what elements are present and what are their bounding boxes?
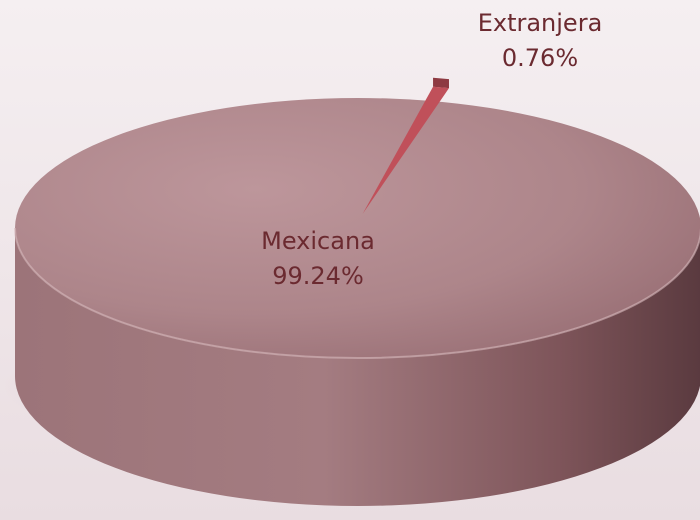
slice-extranjera bbox=[362, 86, 449, 214]
slice-name-extranjera: Extranjera bbox=[477, 9, 603, 37]
slice-mexicana bbox=[15, 98, 700, 358]
data-label-extranjera: Extranjera 0.76% bbox=[440, 6, 640, 76]
slice-value-extranjera: 0.76% bbox=[501, 43, 579, 72]
pie-rim-highlight bbox=[14, 227, 700, 359]
slice-side-extranjera bbox=[433, 77, 449, 89]
slice-name-mexicana: Mexicana bbox=[261, 227, 375, 255]
slice-value-mexicana: 99.24% bbox=[272, 261, 364, 290]
slice-side-mexicana bbox=[15, 228, 700, 506]
data-label-mexicana: Mexicana 99.24% bbox=[188, 224, 448, 294]
